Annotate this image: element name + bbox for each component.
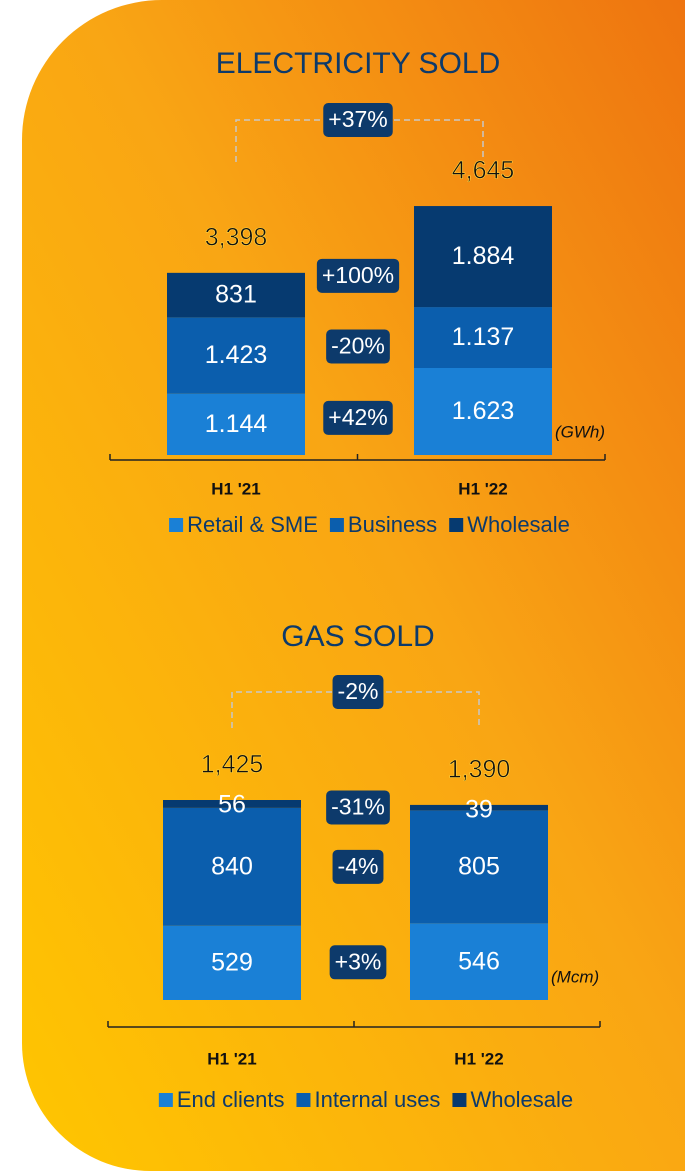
- chart-title: GAS SOLD: [281, 620, 434, 653]
- bar-segment: [167, 272, 305, 318]
- segment-label: 840: [211, 852, 253, 880]
- legend-swatch: [449, 518, 464, 532]
- legend-label: End clients: [177, 1087, 285, 1112]
- change-badge: [316, 258, 400, 293]
- bar-segment: [163, 925, 301, 1000]
- change-badge: [326, 790, 390, 825]
- legend: Retail & SME Business Wholesale: [169, 512, 570, 537]
- segment-label: 1.623: [452, 397, 515, 425]
- change-badge-label: -31%: [331, 794, 385, 820]
- total-label: 1,425: [201, 751, 264, 779]
- change-badge-label: +37%: [328, 106, 387, 132]
- change-badge: [329, 945, 387, 980]
- bar-segment: [163, 800, 301, 808]
- bar-segment: [167, 393, 305, 455]
- bar-segment: [410, 810, 548, 924]
- legend-swatch: [452, 1093, 467, 1107]
- legend-label: Wholesale: [467, 512, 570, 537]
- bar-segment: [167, 317, 305, 394]
- legend: End clients Internal uses Wholesale: [158, 1087, 573, 1112]
- segment-label: 1.144: [205, 410, 268, 438]
- category-label: H1 '22: [458, 479, 507, 498]
- bar-segment: [410, 804, 548, 811]
- unit-label: (GWh): [555, 422, 605, 441]
- segment-label: 39: [465, 796, 493, 824]
- bar-segment: [414, 307, 552, 368]
- legend-swatch: [169, 518, 184, 532]
- legend-swatch: [296, 1093, 311, 1107]
- change-badge: [323, 103, 393, 137]
- segment-label: 831: [215, 281, 257, 309]
- category-label: H1 '21: [211, 479, 260, 498]
- total-label: 1,390: [448, 756, 511, 784]
- total-label: 4,645: [452, 157, 515, 185]
- segment-label: 1.137: [452, 323, 515, 351]
- legend-label: Internal uses: [314, 1087, 440, 1112]
- legend-swatch: [158, 1093, 173, 1107]
- segment-label: 1.884: [452, 242, 515, 270]
- legend-swatch: [329, 518, 344, 532]
- bar-segment: [163, 807, 301, 926]
- segment-label: 1.423: [205, 341, 268, 369]
- bar-segment: [414, 206, 552, 308]
- change-badge: [323, 400, 393, 435]
- chart-title: ELECTRICITY SOLD: [216, 47, 501, 80]
- segment-label: 805: [458, 852, 500, 880]
- total-label: 3,398: [205, 223, 268, 251]
- change-badge: [326, 329, 390, 364]
- legend-label: Business: [348, 512, 437, 537]
- change-badge-label: +100%: [322, 262, 394, 288]
- change-badge-label: +42%: [328, 404, 387, 430]
- change-badge: [332, 849, 384, 884]
- segment-label: 56: [218, 791, 246, 819]
- bar-segment: [410, 923, 548, 1000]
- legend-label: Retail & SME: [187, 512, 318, 537]
- category-label: H1 '22: [454, 1049, 503, 1068]
- change-badge-label: -4%: [338, 853, 379, 879]
- category-label: H1 '21: [207, 1049, 256, 1068]
- change-badge: [332, 675, 384, 709]
- bracket: [231, 691, 480, 728]
- background: [22, 0, 685, 1171]
- segment-label: 546: [458, 947, 500, 975]
- unit-label: (Mcm): [551, 967, 599, 986]
- change-badge-label: +3%: [335, 948, 382, 974]
- change-badge-label: -2%: [338, 678, 379, 704]
- bar-segment: [414, 367, 552, 455]
- segment-label: 529: [211, 948, 253, 976]
- change-badge-label: -20%: [331, 333, 385, 359]
- legend-label: Wholesale: [470, 1087, 573, 1112]
